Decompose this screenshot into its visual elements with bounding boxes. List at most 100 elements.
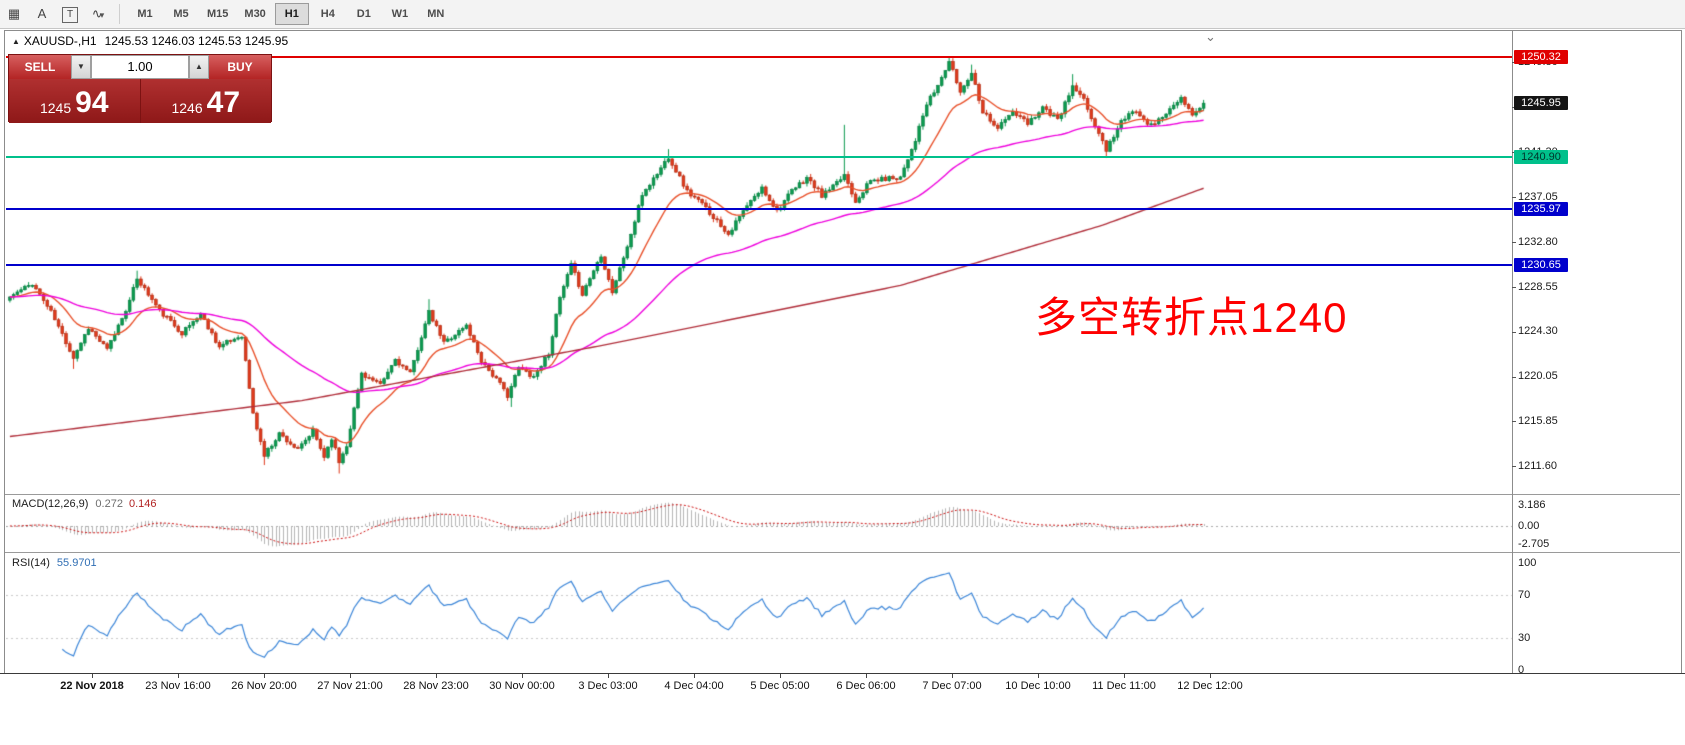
- bid-ask-display: 1245 94 1246 47: [9, 79, 271, 123]
- price-tick-label: 1211.60: [1518, 459, 1557, 472]
- annotation-text[interactable]: 多空转折点1240: [1035, 294, 1348, 341]
- horizontal-line-1250.32[interactable]: [6, 55, 1512, 58]
- time-tick-mark: [866, 674, 867, 678]
- price-tick-label: 1220.05: [1518, 370, 1558, 383]
- price-tick-mark: [1512, 466, 1516, 468]
- chart-ohlc-values: 1245.53 1246.03 1245.53 1245.95: [104, 34, 289, 48]
- timeframe-h1[interactable]: H1: [274, 3, 309, 25]
- text-label-tool-icon[interactable]: T: [58, 3, 82, 25]
- time-axis-label: 11 Dec 11:00: [1092, 680, 1156, 692]
- timeframe-d1[interactable]: D1: [356, 8, 371, 20]
- price-badge-1230.65: 1230.65: [1514, 257, 1568, 272]
- time-axis-label: 26 Nov 20:00: [231, 680, 297, 692]
- buy-button[interactable]: BUY: [209, 55, 271, 79]
- time-tick-mark: [1210, 674, 1211, 678]
- rsi-tick-label: 70: [1518, 588, 1531, 601]
- price-tick-mark: [1512, 242, 1516, 244]
- rsi-tick-label: 0: [1518, 663, 1525, 676]
- horizontal-line-1240.90[interactable]: [6, 155, 1512, 158]
- horizontal-line-1230.65[interactable]: [6, 263, 1512, 266]
- rsi-value: 55.9701: [56, 557, 97, 569]
- current-price-badge: 1245.95: [1514, 96, 1568, 111]
- timeframe-w1[interactable]: W1: [391, 8, 409, 20]
- macd-tick-label: -2.705: [1518, 537, 1550, 550]
- price-tick-mark: [1512, 421, 1516, 423]
- time-axis-label: 22 Nov 2018: [60, 680, 124, 692]
- buy-price-main: 1246: [171, 100, 203, 116]
- timeframe-mn[interactable]: MN: [427, 8, 445, 20]
- time-tick-mark: [1124, 674, 1125, 678]
- time-tick-mark: [780, 674, 781, 678]
- rsi-tick-label: 100: [1518, 556, 1537, 569]
- price-tick-mark: [1512, 287, 1516, 288]
- one-click-trading-panel: SELL ▼ 1.00 ▲ BUY 1245 94 1246 47: [8, 54, 272, 123]
- toolbar-separator: [119, 4, 120, 24]
- indicators-caret-icon: ▾: [99, 10, 105, 20]
- chart-title-bar: ▲ XAUUSD-,H1 1245.53 1246.03 1245.53 1245.…: [12, 34, 288, 48]
- time-tick-mark: [264, 674, 265, 678]
- volume-input[interactable]: 1.00: [91, 55, 189, 79]
- price-tick-label: 1228.55: [1518, 280, 1558, 293]
- sell-price-pips: 94: [75, 86, 109, 119]
- time-tick-mark: [92, 674, 93, 678]
- horizontal-line-1235.97[interactable]: [6, 207, 1512, 210]
- timeframe-m30[interactable]: M30: [244, 8, 266, 20]
- timeframe-h4[interactable]: H4: [320, 8, 335, 20]
- price-tick-label: 1232.80: [1518, 235, 1558, 248]
- timeframe-m1[interactable]: M1: [137, 8, 153, 20]
- rsi-tick-label: 30: [1518, 631, 1531, 644]
- time-axis-label: 28 Nov 23:00: [403, 680, 469, 692]
- timeframe-m15[interactable]: M15: [207, 8, 229, 20]
- price-axis-line: [1512, 31, 1513, 673]
- time-tick-mark: [1038, 674, 1039, 678]
- time-axis[interactable]: 22 Nov 2018 23 Nov 16:00 26 Nov 20:00 27 No…: [0, 673, 1685, 699]
- rsi-pane-separator[interactable]: [5, 552, 1680, 553]
- buy-price-pips: 47: [206, 86, 241, 119]
- price-tick-mark: [1512, 331, 1516, 333]
- time-axis-label: 23 Nov 16:00: [145, 680, 211, 692]
- time-tick-mark: [608, 674, 609, 678]
- timeframe-group: M1 M5 M15 M30 H1 H4 D1 W1 MN: [127, 3, 454, 25]
- time-tick-mark: [694, 674, 695, 678]
- price-tick-mark: [1512, 376, 1516, 378]
- chart-elements-icon[interactable]: ▦: [7, 6, 21, 21]
- text-label-glyph: T: [62, 6, 78, 23]
- time-axis-label: 4 Dec 04:00: [664, 680, 724, 692]
- time-axis-label: 30 Nov 00:00: [489, 680, 555, 692]
- volume-decrease-button[interactable]: ▼: [71, 55, 91, 79]
- sell-price[interactable]: 1245 94: [9, 79, 141, 123]
- sell-button[interactable]: SELL: [9, 55, 71, 79]
- price-tick-mark: [1512, 197, 1516, 199]
- buy-price[interactable]: 1246 47: [141, 79, 272, 123]
- macd-indicator-canvas[interactable]: [6, 495, 1512, 552]
- font-tool-icon[interactable]: A: [37, 6, 47, 21]
- macd-label: MACD(12,26,9) 0.272 0.146: [12, 498, 156, 510]
- time-axis-label: 7 Dec 07:00: [922, 680, 982, 692]
- macd-name: MACD(12,26,9): [12, 498, 89, 510]
- macd-main-value: 0.272: [95, 498, 123, 510]
- one-click-expander-icon[interactable]: ▲: [12, 37, 20, 46]
- time-tick-mark: [350, 674, 351, 678]
- chart-menu-chevron-icon[interactable]: ⌄: [1205, 29, 1216, 44]
- indicators-glyph: ∿: [91, 6, 103, 21]
- time-tick-mark: [952, 674, 953, 678]
- price-tick-label: 1215.85: [1518, 414, 1558, 427]
- rsi-name: RSI(14): [12, 557, 50, 569]
- price-badge-1235.97: 1235.97: [1514, 201, 1568, 216]
- timeframe-m5[interactable]: M5: [173, 8, 189, 20]
- macd-tick-label: 3.186: [1518, 498, 1546, 511]
- rsi-indicator-canvas[interactable]: [6, 553, 1512, 672]
- time-axis-label: 10 Dec 10:00: [1005, 680, 1071, 692]
- time-tick-mark: [436, 674, 437, 678]
- volume-increase-button[interactable]: ▲: [189, 55, 209, 79]
- price-badge-1240.90: 1240.90: [1514, 149, 1568, 164]
- indicators-icon[interactable]: ∿▾: [86, 3, 110, 25]
- rsi-label: RSI(14) 55.9701: [12, 557, 97, 569]
- time-tick-mark: [178, 674, 179, 678]
- price-tick-label: 1237.05: [1518, 190, 1558, 203]
- time-axis-label: 12 Dec 12:00: [1177, 680, 1243, 692]
- chart-symbol-label: XAUUSD-,H1: [23, 34, 97, 48]
- time-axis-label: 27 Nov 21:00: [317, 680, 383, 692]
- macd-pane-separator[interactable]: [5, 494, 1680, 495]
